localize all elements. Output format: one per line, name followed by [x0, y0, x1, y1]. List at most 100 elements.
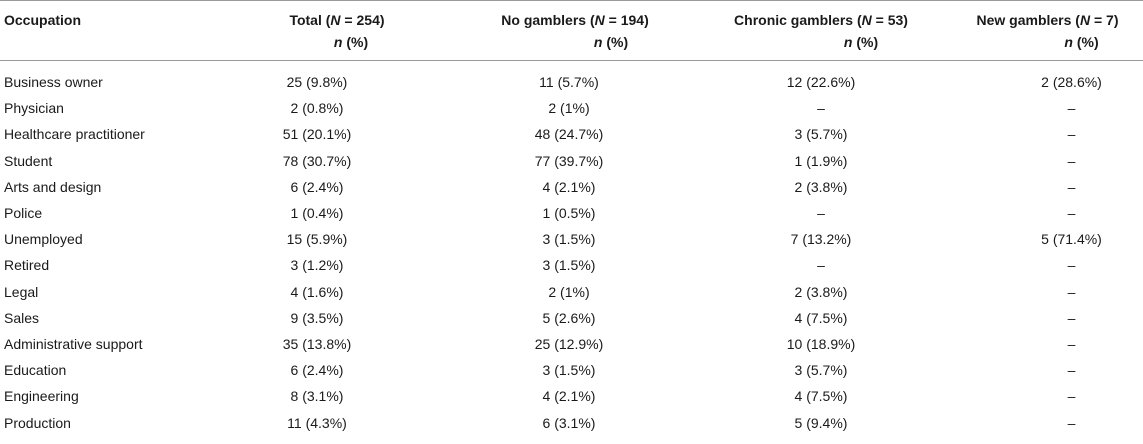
header-occupation-label: Occupation: [4, 12, 82, 28]
header-chronic-gamblers-sub-pct: (%): [852, 34, 879, 50]
cell-chronic-gamblers-text: 4 (7.5%): [794, 309, 848, 326]
cell-occupation: Police: [0, 200, 210, 226]
cell-occupation-text: Police: [4, 205, 43, 222]
cell-new-gamblers: –: [908, 409, 1143, 435]
cell-occupation-text: Engineering: [4, 388, 79, 405]
cell-new-gamblers: –: [908, 121, 1143, 147]
cell-no-gamblers: 25 (12.9%): [416, 331, 662, 357]
cell-no-gamblers-text: 6 (3.1%): [542, 414, 596, 431]
cell-occupation-text: Physician: [4, 100, 64, 117]
cell-new-gamblers: –: [908, 279, 1143, 305]
cell-new-gamblers-text: –: [1067, 414, 1076, 431]
cell-chronic-gamblers: 1 (1.9%): [662, 148, 908, 174]
table-body: Business owner 25 (9.8%) 11 (5.7%) 12 (22.6…: [0, 61, 1143, 436]
cell-total: 6 (2.4%): [210, 357, 416, 383]
header-no-gamblers: No gamblers (N = 194) n (%): [416, 0, 662, 61]
header-chronic-gamblers-sub-n: n: [843, 34, 853, 50]
cell-new-gamblers: –: [908, 331, 1143, 357]
header-no-gamblers-pre: No gamblers (: [501, 12, 595, 28]
cell-occupation: Production: [0, 409, 210, 435]
cell-no-gamblers: 4 (2.1%): [416, 174, 662, 200]
cell-chronic-gamblers: 2 (3.8%): [662, 174, 908, 200]
cell-new-gamblers: –: [908, 148, 1143, 174]
cell-chronic-gamblers: 4 (7.5%): [662, 383, 908, 409]
cell-new-gamblers-text: –: [1067, 362, 1076, 379]
cell-total-text: 1 (0.4%): [290, 205, 344, 222]
cell-chronic-gamblers: 2 (3.8%): [662, 279, 908, 305]
cell-no-gamblers-text: 5 (2.6%): [542, 309, 596, 326]
cell-total: 25 (9.8%): [210, 61, 416, 96]
cell-new-gamblers-text: –: [1067, 100, 1076, 117]
cell-no-gamblers-text: 1 (0.5%): [542, 205, 596, 222]
cell-no-gamblers-text: 3 (1.5%): [542, 362, 596, 379]
cell-no-gamblers-text: 4 (2.1%): [542, 388, 596, 405]
cell-total: 15 (5.9%): [210, 226, 416, 252]
header-new-gamblers-post: = 7): [1090, 12, 1119, 28]
table-row: Legal 4 (1.6%) 2 (1%) 2 (3.8%) –: [0, 279, 1143, 305]
cell-no-gamblers-text: 48 (24.7%): [534, 126, 604, 143]
cell-occupation-text: Administrative support: [4, 335, 143, 352]
header-total-post: = 254): [340, 12, 385, 28]
cell-occupation-text: Legal: [4, 283, 39, 300]
cell-chronic-gamblers: –: [662, 200, 908, 226]
cell-new-gamblers: 2 (28.6%): [908, 61, 1143, 96]
cell-no-gamblers: 48 (24.7%): [416, 121, 662, 147]
cell-new-gamblers: –: [908, 95, 1143, 121]
cell-new-gamblers-text: –: [1067, 178, 1076, 195]
table-header: Occupation Total (N = 254) n (%) No gamb…: [0, 0, 1143, 61]
cell-new-gamblers-text: –: [1067, 309, 1076, 326]
cell-occupation: Education: [0, 357, 210, 383]
cell-chronic-gamblers-text: 4 (7.5%): [794, 388, 848, 405]
cell-new-gamblers: –: [908, 174, 1143, 200]
cell-chronic-gamblers: –: [662, 95, 908, 121]
cell-total-text: 25 (9.8%): [286, 74, 348, 91]
header-chronic-gamblers-pre: Chronic gamblers (: [734, 12, 862, 28]
cell-new-gamblers: –: [908, 357, 1143, 383]
cell-total-text: 2 (0.8%): [290, 100, 344, 117]
cell-no-gamblers: 3 (1.5%): [416, 252, 662, 278]
cell-chronic-gamblers-text: 3 (5.7%): [794, 362, 848, 379]
cell-occupation: Physician: [0, 95, 210, 121]
cell-no-gamblers: 2 (1%): [416, 95, 662, 121]
cell-total: 78 (30.7%): [210, 148, 416, 174]
table-row: Arts and design 6 (2.4%) 4 (2.1%) 2 (3.8%) –: [0, 174, 1143, 200]
cell-occupation: Retired: [0, 252, 210, 278]
cell-new-gamblers-text: –: [1067, 283, 1076, 300]
cell-total-text: 15 (5.9%): [286, 231, 348, 248]
cell-no-gamblers: 1 (0.5%): [416, 200, 662, 226]
cell-occupation: Business owner: [0, 61, 210, 96]
cell-new-gamblers-text: –: [1067, 126, 1076, 143]
cell-occupation-text: Healthcare practitioner: [4, 126, 145, 143]
cell-total: 6 (2.4%): [210, 174, 416, 200]
header-no-gamblers-sub-pct: (%): [602, 34, 629, 50]
cell-no-gamblers-text: 25 (12.9%): [534, 335, 604, 352]
table-row: Retired 3 (1.2%) 3 (1.5%) – –: [0, 252, 1143, 278]
cell-new-gamblers: –: [908, 252, 1143, 278]
cell-no-gamblers: 11 (5.7%): [416, 61, 662, 96]
cell-new-gamblers-text: –: [1067, 152, 1076, 169]
cell-no-gamblers: 6 (3.1%): [416, 409, 662, 435]
table-row: Healthcare practitioner 51 (20.1%) 48 (24.…: [0, 121, 1143, 147]
cell-new-gamblers-text: 2 (28.6%): [1041, 74, 1102, 91]
cell-occupation-text: Sales: [4, 309, 40, 326]
cell-chronic-gamblers: 3 (5.7%): [662, 121, 908, 147]
table-row: Sales 9 (3.5%) 5 (2.6%) 4 (7.5%) –: [0, 305, 1143, 331]
cell-no-gamblers-text: 2 (1%): [548, 283, 590, 300]
header-no-gamblers-n: N: [594, 12, 605, 28]
table-row: Production 11 (4.3%) 6 (3.1%) 5 (9.4%) –: [0, 409, 1143, 435]
header-total-sub-n: n: [333, 34, 343, 50]
table-row: Police 1 (0.4%) 1 (0.5%) – –: [0, 200, 1143, 226]
cell-total-text: 35 (13.8%): [282, 335, 352, 352]
cell-no-gamblers: 3 (1.5%): [416, 226, 662, 252]
table-row: Engineering 8 (3.1%) 4 (2.1%) 4 (7.5%) –: [0, 383, 1143, 409]
header-occupation: Occupation: [0, 0, 210, 61]
cell-total-text: 8 (3.1%): [290, 388, 344, 405]
cell-no-gamblers-text: 3 (1.5%): [542, 231, 596, 248]
cell-chronic-gamblers: 7 (13.2%): [662, 226, 908, 252]
table-row: Unemployed 15 (5.9%) 3 (1.5%) 7 (13.2%) 5 (7…: [0, 226, 1143, 252]
header-new-gamblers: New gamblers (N = 7) n (%): [908, 0, 1143, 61]
cell-chronic-gamblers-text: 3 (5.7%): [794, 126, 848, 143]
cell-occupation: Administrative support: [0, 331, 210, 357]
cell-chronic-gamblers: 5 (9.4%): [662, 409, 908, 435]
